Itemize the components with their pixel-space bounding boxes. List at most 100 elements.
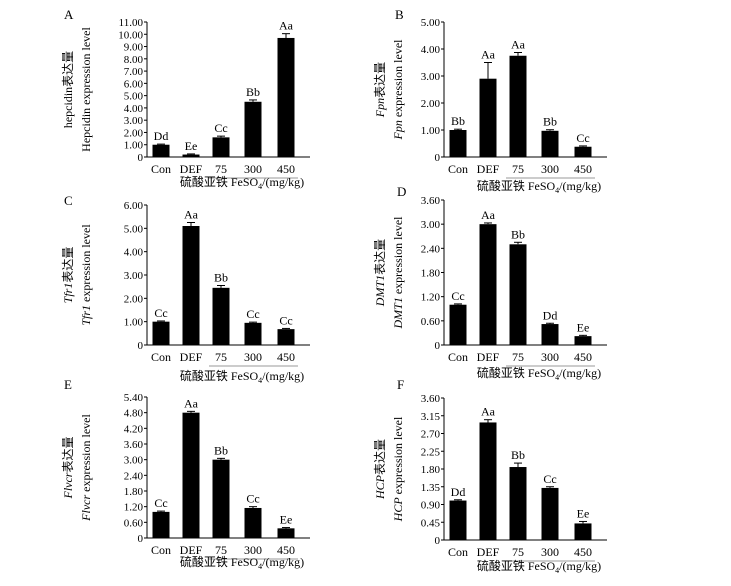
y-tick-label: 11.00 <box>119 17 144 29</box>
y-tick-label: 4.20 <box>124 423 144 435</box>
y-tick-label: 5.40 <box>124 392 144 404</box>
x-axis-title: 硫酸亚铁 FeSO4/(mg/kg) <box>180 174 304 191</box>
y-tick-label: 3.00 <box>124 115 144 127</box>
x-axis-title-unit: /(mg/kg) <box>559 559 601 573</box>
y-axis-title-suffix: expression level <box>79 414 93 495</box>
y-axis-title-en: Hepcidin expression level <box>79 27 93 152</box>
x-axis-title-unit: /(mg/kg) <box>262 369 304 383</box>
y-tick-label: 0 <box>138 152 144 164</box>
bar <box>182 154 200 157</box>
x-axis-title-text: 硫酸亚铁 FeSO <box>180 174 259 189</box>
significance-label: Aa <box>481 208 496 222</box>
bar <box>182 226 200 345</box>
x-axis-title: 硫酸亚铁 FeSO4/(mg/kg) <box>180 554 304 571</box>
x-tick-label: DEF <box>477 350 500 364</box>
x-axis-title-unit: /(mg/kg) <box>559 366 601 380</box>
x-tick-label: 75 <box>512 162 524 176</box>
significance-label: Ee <box>280 513 293 527</box>
y-axis-title-suffix: expression level <box>79 224 93 305</box>
y-axis-title-cn: HCP表达量 <box>373 439 387 500</box>
x-tick-label: Con <box>448 545 468 559</box>
y-tick-label: 5.00 <box>124 91 144 103</box>
y-tick-label: 1.00 <box>124 317 144 329</box>
significance-label: Bb <box>511 448 525 462</box>
y-tick-label: 1.20 <box>124 502 144 514</box>
y-tick-label: 2.00 <box>124 293 144 305</box>
y-tick-label: 8.00 <box>124 54 144 66</box>
significance-label: Bb <box>214 271 228 285</box>
y-axis-title-suffix: 表达量 <box>61 247 75 283</box>
x-axis-title: 硫酸亚铁 FeSO4/(mg/kg) <box>477 558 601 575</box>
y-tick-label: 0.60 <box>124 517 144 529</box>
bar <box>277 528 295 538</box>
significance-label: Bb <box>511 227 525 241</box>
y-tick-label: 1.80 <box>124 486 144 498</box>
bar <box>509 55 527 157</box>
bar <box>574 146 592 157</box>
significance-label: Bb <box>214 443 228 457</box>
x-tick-label: 75 <box>512 350 524 364</box>
x-tick-label: 300 <box>244 543 262 557</box>
significance-label: Aa <box>481 48 496 62</box>
significance-label: Bb <box>451 114 465 128</box>
chart-panel-C: C 0 1.00 2.00 3.00 4.00 5.00 6.00 Cc Con Aa DEF Bb 75… <box>61 193 310 385</box>
y-axis-title-suffix: 表达量 <box>61 436 75 472</box>
y-axis-title-cn: DMT1表达量 <box>373 239 387 307</box>
x-tick-label: 75 <box>215 350 227 364</box>
chart-panel-A: A 01.002.003.004.005.006.007.008.009.0010… <box>61 7 310 191</box>
x-axis-title-subscript: 4 <box>258 562 262 571</box>
significance-label: Cc <box>154 496 167 510</box>
y-tick-label: 4.00 <box>124 247 144 259</box>
x-axis-title-unit: /(mg/kg) <box>262 555 304 569</box>
panel-letter: C <box>64 193 73 208</box>
y-tick-label: 5.00 <box>421 17 441 29</box>
x-tick-label: Con <box>448 162 468 176</box>
y-tick-label: 0 <box>138 340 144 352</box>
bar <box>152 511 170 538</box>
y-tick-label: 2.70 <box>421 429 441 441</box>
bar <box>152 321 170 345</box>
x-tick-label: 450 <box>574 350 592 364</box>
significance-label: Cc <box>154 306 167 320</box>
significance-label: Bb <box>543 115 557 129</box>
x-tick-label: 450 <box>277 162 295 176</box>
panel-letter: B <box>395 7 404 22</box>
x-axis-title-subscript: 4 <box>555 566 559 575</box>
panel-letter: F <box>397 377 404 392</box>
significance-label: Cc <box>214 121 227 135</box>
y-tick-label: 3.00 <box>421 219 441 231</box>
x-tick-label: DEF <box>180 543 203 557</box>
chart-panel-F: F 0 0.45 0.90 1.35 1.80 2.25 2.70 3.15 3.60 Dd Con A… <box>373 377 607 575</box>
y-tick-label: 0.45 <box>421 517 441 529</box>
significance-label: Cc <box>246 307 259 321</box>
significance-label: Dd <box>543 308 558 322</box>
x-tick-label: 300 <box>541 350 559 364</box>
bar <box>541 324 559 345</box>
y-tick-label: 2.00 <box>124 127 144 139</box>
x-axis-title-unit: /(mg/kg) <box>559 179 601 193</box>
panel-letter: D <box>397 184 406 199</box>
significance-label: Aa <box>184 396 199 410</box>
y-tick-label: 3.60 <box>421 393 441 405</box>
bar <box>244 507 262 538</box>
y-tick-label: 0 <box>435 152 441 164</box>
y-tick-label: 0 <box>435 535 441 547</box>
significance-label: Cc <box>451 289 464 303</box>
significance-label: Ee <box>185 139 198 153</box>
bar <box>541 130 559 157</box>
significance-label: Bb <box>246 85 260 99</box>
y-tick-label: 4.80 <box>124 408 144 420</box>
x-axis-title-subscript: 4 <box>258 376 262 385</box>
x-axis-title-text: 硫酸亚铁 FeSO <box>477 365 556 380</box>
bar <box>244 101 262 157</box>
bar <box>449 500 467 540</box>
x-tick-label: 450 <box>277 543 295 557</box>
y-tick-label: 6.00 <box>124 200 144 212</box>
y-tick-label: 2.40 <box>421 243 441 255</box>
y-axis-title-en: Fpn expression level <box>391 39 405 141</box>
significance-label: Aa <box>184 208 199 222</box>
x-tick-label: 300 <box>244 162 262 176</box>
bar <box>479 422 497 540</box>
y-tick-label: 1.00 <box>421 125 441 137</box>
